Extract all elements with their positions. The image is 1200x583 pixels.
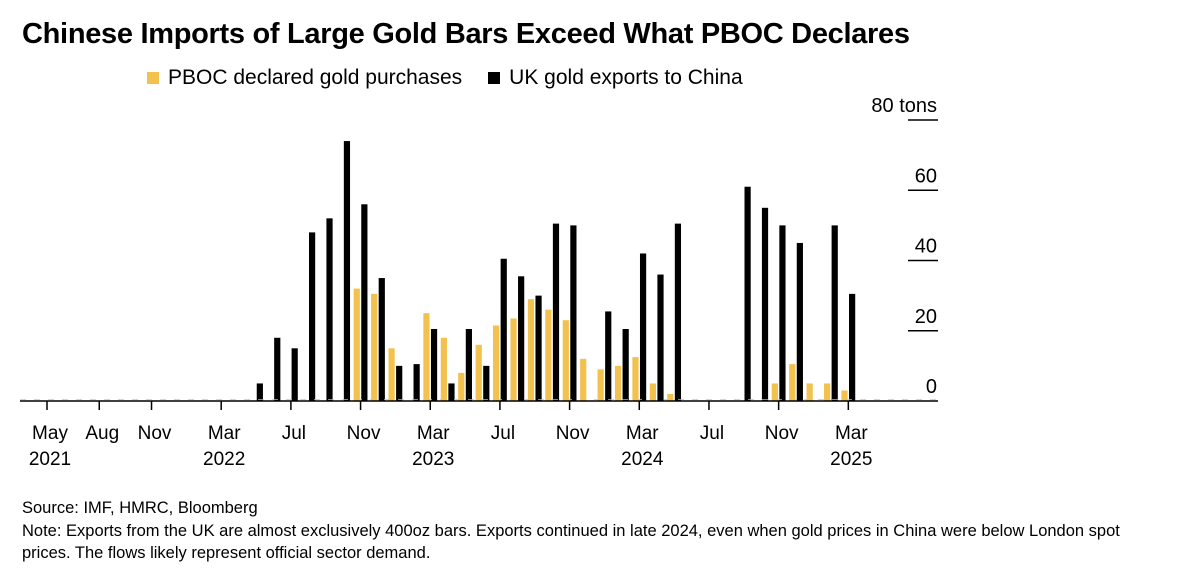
legend-label-uk: UK gold exports to China	[509, 66, 743, 89]
y-tick-label: 20	[915, 306, 937, 328]
bar-pboc	[789, 364, 796, 401]
bar-pboc	[353, 288, 360, 401]
bar-pboc	[632, 357, 639, 401]
bar-pboc	[440, 337, 447, 401]
x-tick-label: Nov	[138, 423, 172, 444]
y-tick-label: 40	[915, 236, 937, 258]
x-year-label: 2025	[830, 449, 872, 470]
bar-uk	[291, 348, 298, 401]
bar-pboc	[824, 383, 831, 401]
bar-uk	[396, 365, 403, 402]
bar-uk	[448, 383, 455, 401]
bar-pboc	[423, 313, 430, 401]
bar-pboc	[510, 318, 517, 401]
x-tick-label: Mar	[626, 423, 659, 444]
bar-pboc	[614, 365, 622, 402]
x-tick-label: Nov	[347, 423, 381, 444]
y-tick-label: 80 tons	[871, 95, 937, 117]
bar-pboc	[667, 393, 674, 401]
bar-pboc	[580, 358, 587, 401]
source-note: Source: IMF, HMRC, Bloomberg	[22, 499, 258, 517]
bar-uk	[674, 223, 682, 401]
x-year-label: 2023	[412, 449, 454, 470]
bar-uk	[518, 276, 525, 401]
bar-uk	[309, 232, 316, 401]
bar-pboc	[475, 344, 482, 401]
bar-uk	[639, 253, 647, 401]
bar-uk	[552, 223, 560, 401]
bar-pboc	[649, 383, 656, 401]
bar-pboc	[388, 348, 395, 401]
x-tick-label: Nov	[556, 423, 590, 444]
bar-uk	[256, 383, 263, 401]
legend-item-pboc: PBOC declared gold purchases	[147, 66, 462, 90]
bar-pboc	[841, 390, 848, 401]
bar-uk	[483, 365, 490, 402]
bar-uk	[831, 225, 838, 402]
x-tick-label: Jul	[700, 423, 724, 444]
bar-uk	[570, 225, 577, 402]
bars	[256, 141, 856, 402]
y-gridlines	[908, 119, 938, 332]
bar-pboc	[806, 383, 813, 401]
x-year-label: 2021	[29, 449, 71, 470]
x-tick-label: Jul	[282, 423, 306, 444]
bar-uk	[535, 295, 542, 402]
bar-pboc	[527, 299, 535, 401]
bar-uk	[500, 258, 507, 401]
bar-pboc	[493, 325, 500, 401]
bar-uk	[378, 278, 385, 401]
legend-item-uk: UK gold exports to China	[488, 66, 743, 90]
x-year-label: 2022	[203, 449, 245, 470]
y-axis-labels: 0 20 40 60 80 tons	[871, 95, 937, 398]
bar-uk	[744, 186, 751, 401]
bar-uk	[274, 337, 281, 401]
y-tick-label: 60	[915, 165, 937, 187]
x-axis: May 2021 Aug Nov Mar 2022 Jul Nov Mar 2023 Jul Nov M…	[20, 399, 938, 470]
bar-uk	[622, 328, 629, 401]
bar-uk	[465, 328, 472, 401]
legend-swatch-pboc	[147, 72, 159, 84]
legend: PBOC declared gold purchases UK gold exp…	[147, 66, 769, 90]
x-tick-label: Jul	[491, 423, 515, 444]
legend-swatch-uk	[488, 72, 501, 84]
bar-pboc	[562, 320, 569, 401]
bar-uk	[779, 225, 786, 402]
bar-uk	[430, 328, 438, 401]
footnote: Note: Exports from the UK are almost exc…	[22, 522, 1120, 562]
x-year-label: 2024	[621, 449, 664, 470]
bar-pboc	[458, 372, 465, 401]
x-tick-label: Mar	[835, 423, 868, 444]
x-tick-label: May	[32, 423, 68, 444]
bar-pboc	[545, 309, 552, 401]
bar-uk	[761, 207, 769, 401]
bar-uk	[657, 274, 664, 401]
bar-uk	[605, 311, 612, 401]
legend-label-pboc: PBOC declared gold purchases	[168, 66, 463, 89]
x-tick-label: Nov	[765, 423, 799, 444]
bar-pboc	[371, 293, 378, 401]
chart-title: Chinese Imports of Large Gold Bars Excee…	[22, 18, 910, 50]
bar-uk	[343, 141, 351, 401]
bar-uk	[361, 204, 368, 401]
x-tick-label: Mar	[417, 423, 450, 444]
bar-uk	[796, 242, 803, 401]
y-tick-label: 0	[926, 376, 937, 398]
x-tick-label: Mar	[208, 423, 241, 444]
bar-uk	[849, 293, 856, 401]
bar-pboc	[771, 383, 778, 401]
x-tick-label: Aug	[85, 423, 119, 444]
bar-uk	[413, 364, 420, 401]
bar-uk	[326, 218, 333, 401]
bar-pboc	[597, 369, 604, 401]
